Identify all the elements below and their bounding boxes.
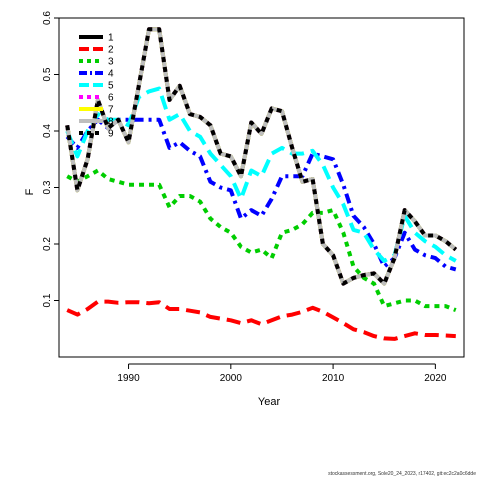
footer-credit: stockassessment.org, Sole20_24_2023, r17… [328, 471, 476, 477]
legend-label-8: 8 [108, 117, 114, 128]
x-axis: 1990 2000 2010 2020 [117, 363, 447, 384]
series-line-3 [66, 168, 457, 312]
y-tick-label: 0.4 [42, 124, 53, 138]
x-tick-label: 2000 [220, 373, 243, 384]
x-tick-label: 2020 [424, 373, 447, 384]
legend-label-6: 6 [108, 93, 114, 104]
y-tick-label: 0.2 [42, 237, 53, 251]
legend-label-1: 1 [108, 33, 114, 44]
series-layer [65, 27, 458, 341]
series-line-2 [66, 299, 456, 341]
y-tick-label: 0.1 [42, 293, 53, 307]
legend-label-5: 5 [108, 81, 114, 92]
legend-label-7: 7 [108, 105, 114, 116]
y-tick-label: 0.6 [42, 11, 53, 25]
x-tick-label: 1990 [117, 373, 140, 384]
x-tick-label: 2010 [322, 373, 345, 384]
x-axis-title: Year [258, 396, 281, 408]
y-tick-label: 0.5 [42, 67, 53, 81]
legend-label-3: 3 [108, 57, 114, 68]
legend-label-2: 2 [108, 45, 114, 56]
y-tick-label: 0.3 [42, 180, 53, 194]
plot-box [58, 17, 465, 358]
series-line-8 [65, 27, 458, 286]
legend-label-4: 4 [108, 69, 114, 80]
legend-label-9: 9 [108, 129, 114, 140]
y-axis-title: F [24, 188, 36, 195]
y-axis: 0.1 0.2 0.3 0.4 0.5 0.6 [42, 11, 60, 307]
